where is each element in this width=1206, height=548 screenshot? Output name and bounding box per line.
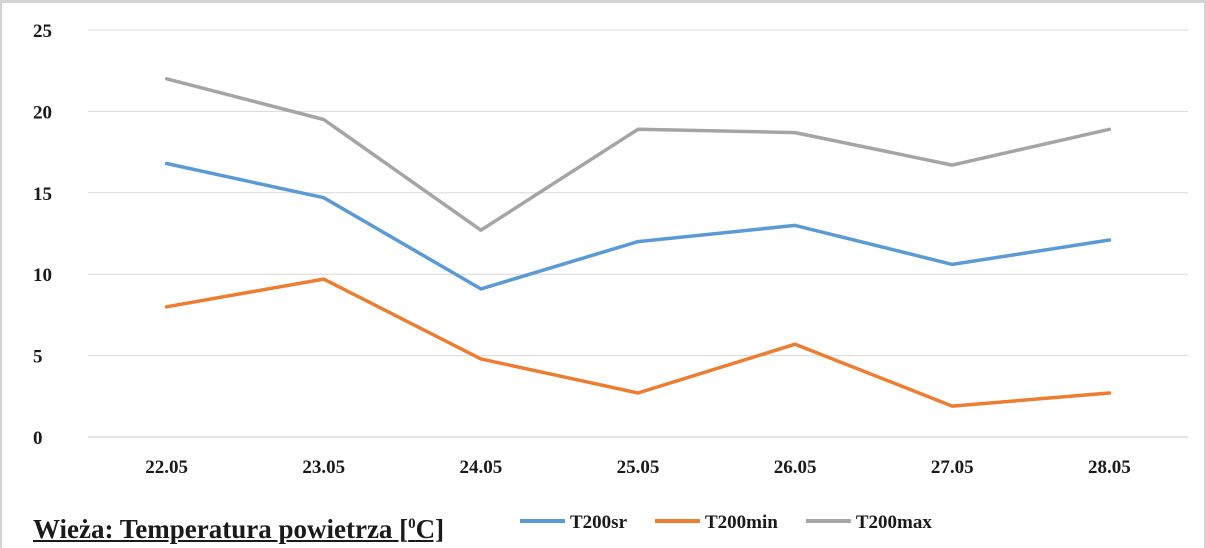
x-tick-label: 25.05 bbox=[617, 457, 660, 478]
legend-label-T200max: T200max bbox=[856, 512, 933, 533]
x-tick-label: 28.05 bbox=[1088, 457, 1131, 478]
y-axis-ticks: 0 5 10 15 20 25 bbox=[33, 21, 52, 449]
y-tick-label: 10 bbox=[33, 265, 52, 286]
legend-label-T200min: T200min bbox=[705, 512, 778, 533]
series-line-T200sr bbox=[164, 161, 1112, 291]
x-tick-label: 27.05 bbox=[931, 457, 974, 478]
x-tick-label: 24.05 bbox=[459, 457, 502, 478]
x-axis-ticks: 22.05 23.05 24.05 25.05 26.05 27.05 28.05 bbox=[145, 457, 1131, 478]
y-tick-label: 20 bbox=[33, 102, 52, 123]
chart-title: Wieża: Temperatura powietrza [0C] bbox=[33, 508, 444, 545]
chart-title-superscript: 0 bbox=[408, 516, 416, 532]
y-tick-label: 25 bbox=[33, 21, 52, 42]
series-lines bbox=[164, 77, 1112, 408]
x-tick-label: 26.05 bbox=[774, 457, 817, 478]
legend-label-T200sr: T200sr bbox=[570, 512, 628, 533]
y-tick-label: 5 bbox=[33, 347, 43, 368]
gridlines bbox=[88, 29, 1188, 438]
series-line-T200max bbox=[164, 77, 1112, 232]
y-tick-label: 0 bbox=[33, 428, 43, 449]
y-tick-label: 15 bbox=[33, 184, 52, 205]
series-line-T200min bbox=[164, 277, 1112, 408]
x-tick-label: 23.05 bbox=[302, 457, 345, 478]
x-tick-label: 22.05 bbox=[145, 457, 188, 478]
chart-title-text: Wieża: Temperatura powietrza [ bbox=[33, 514, 409, 544]
legend: T200sr T200min T200max bbox=[520, 512, 932, 533]
chart-title-unit: C] bbox=[415, 514, 445, 544]
